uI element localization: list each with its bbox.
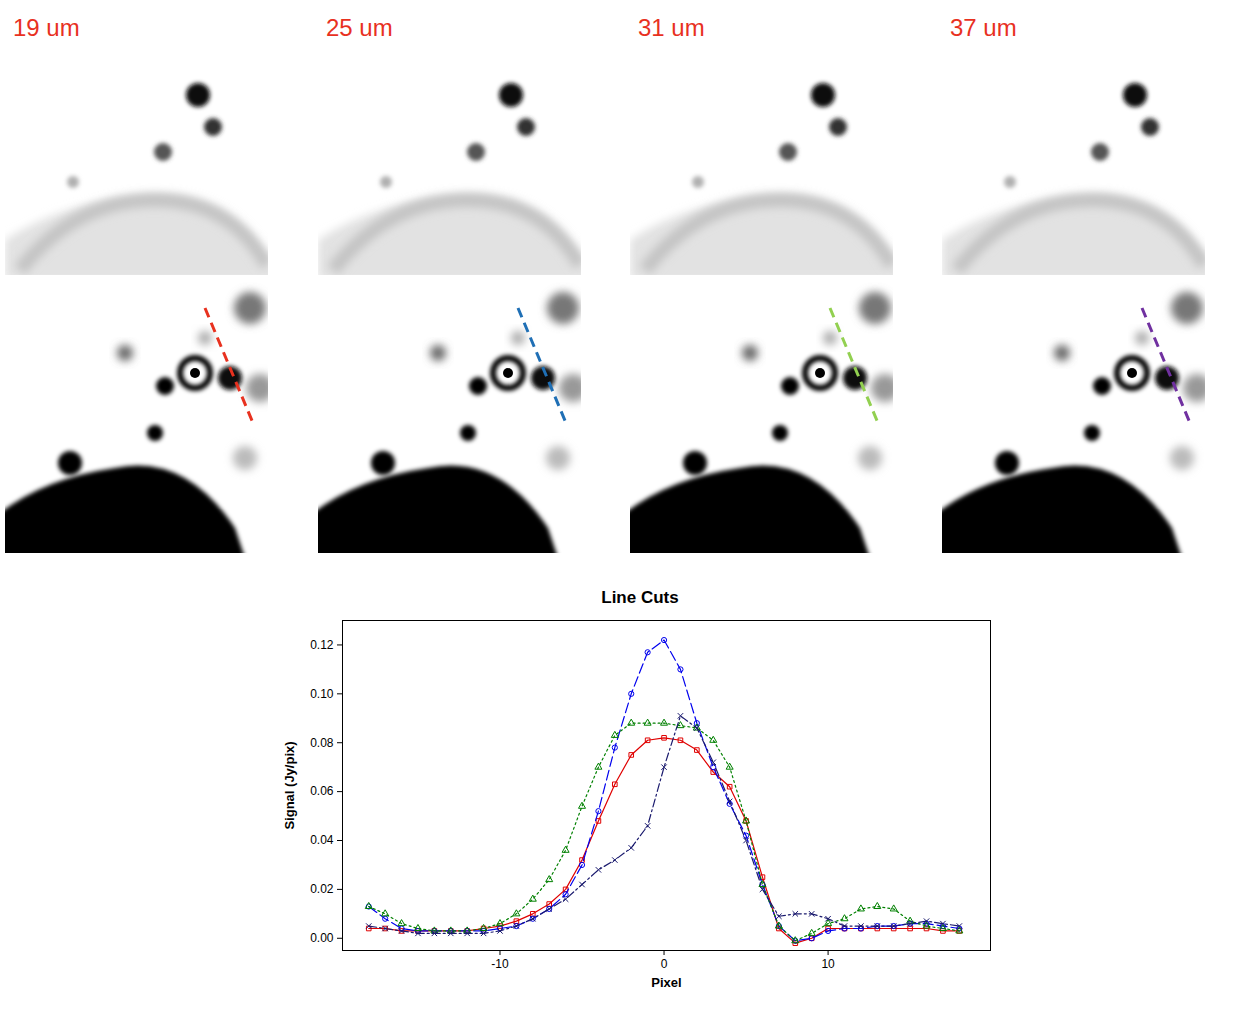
html-text:Line Cuts: Line Cuts [601,588,679,607]
svg-text:0.12: 0.12 [310,638,334,652]
svg-text:0.02: 0.02 [310,882,334,896]
svg-text:0.10: 0.10 [310,687,334,701]
svg-text:0.06: 0.06 [310,784,334,798]
svg-text:19 um: 19 um [13,14,80,41]
svg-text:37 um: 37 um [950,14,1017,41]
svg-text:0.08: 0.08 [310,736,334,750]
svg-text:10: 10 [821,957,835,971]
svg-text:Pixel: Pixel [651,975,681,990]
svg-text:0.04: 0.04 [310,833,334,847]
svg-text:0.00: 0.00 [310,931,334,945]
svg-text:0: 0 [661,957,668,971]
svg-text:25 um: 25 um [326,14,393,41]
svg-text:-10: -10 [491,957,509,971]
svg-text:31 um: 31 um [638,14,705,41]
svg-text:Signal (Jy/pix): Signal (Jy/pix) [282,741,297,829]
